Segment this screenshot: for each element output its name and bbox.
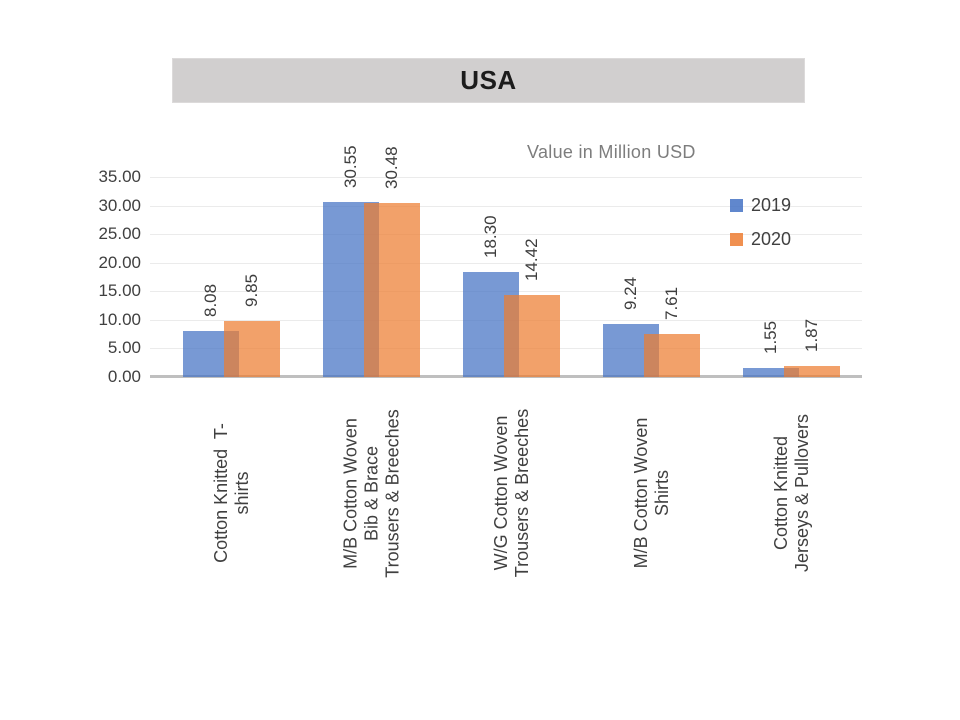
value-label-2019-cat4: 9.24 [621, 277, 640, 311]
value-label-2019-cat1: 8.08 [201, 283, 220, 317]
category-label-line: Jerseys & Pullovers [792, 413, 812, 573]
value-label-2019-cat5: 1.55 [761, 321, 780, 355]
legend-item-2020: 2020 [730, 228, 792, 249]
category-label-line: Bib & Brace [361, 445, 382, 541]
category-label-line: Shirts [652, 470, 672, 517]
category-label-4: M/B Cotton Woven Shirts [631, 393, 673, 593]
chart-title-box: USA [172, 58, 805, 103]
category-label-line: shirts [232, 471, 252, 515]
units-note: Value in Million USD [527, 142, 696, 162]
value-label-2020-cat3: 14.42 [522, 238, 541, 281]
gridline-25 [150, 234, 862, 236]
y-axis-tick-10: 10.00 [98, 309, 141, 329]
legend-item-2019: 2019 [730, 194, 792, 215]
category-label-line: W/G Cotton Woven [491, 415, 511, 571]
chart-title: USA [460, 65, 517, 95]
category-label-line: M/B Cotton Woven [340, 417, 361, 569]
value-label-2020-cat5: 1.87 [802, 319, 821, 353]
category-label-line: M/B Cotton Woven [631, 417, 651, 569]
y-axis-tick-35: 35.00 [98, 167, 141, 186]
value-label-2020-cat1: 9.85 [242, 273, 261, 307]
bar-2020-cat5 [784, 366, 840, 377]
bar-2020-cat1 [224, 320, 280, 377]
bar-2019-cat5 [743, 368, 799, 377]
category-label-line: Cotton Knitted T- [211, 423, 231, 563]
legend-label-2020: 2020 [751, 228, 792, 249]
legend-swatch-2019 [730, 198, 743, 212]
category-label-line: Trousers & Breeches [382, 408, 403, 578]
bar-2020-cat2 [364, 202, 420, 377]
y-axis-tick-20: 20.00 [98, 252, 141, 272]
y-axis-tick-15: 15.00 [98, 281, 141, 301]
y-axis-tick-30: 30.00 [98, 195, 141, 215]
y-axis-tick-25: 25.00 [98, 224, 141, 244]
bar-2020-cat3 [504, 294, 560, 377]
category-label-line: Cotton Knitted [771, 435, 791, 551]
category-label-3: W/G Cotton Woven Trousers & Breeches [491, 393, 533, 593]
category-label-5: Cotton Knitted Jerseys & Pullovers [771, 393, 813, 593]
value-label-2020-cat4: 7.61 [662, 286, 681, 320]
y-axis-tick-5: 5.00 [107, 338, 141, 358]
category-label-1: Cotton Knitted T-shirts [211, 393, 253, 593]
legend-swatch-2020 [730, 232, 743, 246]
category-label-line: Trousers & Breeches [512, 408, 532, 578]
value-label-2019-cat3: 18.30 [481, 215, 500, 259]
bar-2020-cat4 [644, 333, 700, 377]
category-label-2: M/B Cotton Woven Bib & Brace Trousers & Br… [341, 393, 404, 593]
value-label-2019-cat2: 30.55 [341, 145, 360, 189]
legend-label-2019: 2019 [751, 194, 792, 215]
gridline-35 [150, 177, 862, 178]
y-axis-tick-0: 0.00 [107, 367, 141, 386]
gridline-20 [150, 262, 862, 264]
gridline-30 [150, 205, 862, 207]
value-label-2020-cat2: 30.48 [382, 146, 401, 189]
